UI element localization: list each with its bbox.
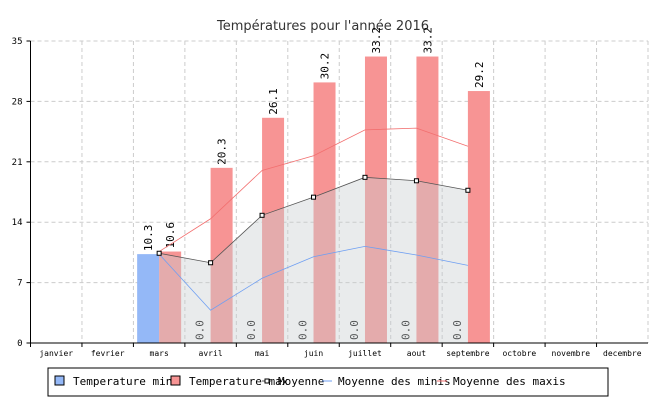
chart-title: Températures pour l'année 2016 [216,19,429,34]
legend-marker [264,378,270,384]
moyenne-area [159,177,468,343]
bar-min [137,254,160,343]
moyenne-marker [465,187,471,193]
moyenne-marker [208,260,214,266]
line-minis [158,245,468,311]
x-tick-label: juillet [348,349,382,358]
y-tick-label: 21 [12,158,23,168]
legend-label: Moyenne [278,375,324,388]
moyenne-marker [311,194,317,200]
moyenne-marker [259,212,265,218]
data-label: 10.3 [142,225,155,252]
bar-max [262,117,285,344]
y-tick-label: 28 [12,97,23,107]
data-label: 20.3 [216,138,229,165]
x-tick-label: decembre [603,349,642,358]
data-label: 30.2 [319,53,332,80]
x-tick-label: mars [150,349,169,358]
moyenne-marker [156,250,162,256]
data-label: 26.1 [267,88,280,115]
data-label: 33.2 [370,27,383,54]
y-tick-label: 7 [17,279,22,289]
bar-max [210,167,233,343]
data-label: 0.0 [399,320,412,340]
x-tick-label: septembre [446,349,490,358]
x-tick-label: avril [199,349,223,358]
x-tick-label: novembre [552,349,591,358]
legend-label: Temperature min [73,375,172,388]
data-label: 0.0 [348,320,361,340]
x-tick-label: janvier [39,349,73,358]
legend-label: Temperature max [189,375,289,388]
bar-max [364,56,387,343]
data-label: 0.0 [451,320,464,340]
moyenne-marker [413,178,419,184]
bar-max [416,56,439,343]
x-tick-label: aout [407,349,426,358]
bar-max [467,91,490,343]
x-tick-label: juin [304,349,323,358]
x-tick-label: octobre [502,349,536,358]
data-label: 0.0 [245,320,258,340]
data-label: 0.0 [194,320,207,340]
y-tick-label: 0 [17,339,22,349]
moyenne-marker [362,174,368,180]
bar-max [159,251,182,343]
legend-box [47,367,609,397]
data-label: 0.0 [297,320,310,340]
line-maxis [158,127,469,252]
x-tick-label: mai [255,349,270,358]
y-tick-label: 35 [12,37,23,47]
y-tick-label: 14 [12,218,23,228]
x-tick-label: fevrier [91,349,125,358]
legend-label: Moyenne des maxis [453,375,566,388]
data-label: 33.2 [421,27,434,54]
legend-label: Moyenne des minis [338,375,451,388]
legend-swatch [54,375,65,386]
data-label: 29.2 [473,62,486,89]
legend-swatch [170,375,181,386]
